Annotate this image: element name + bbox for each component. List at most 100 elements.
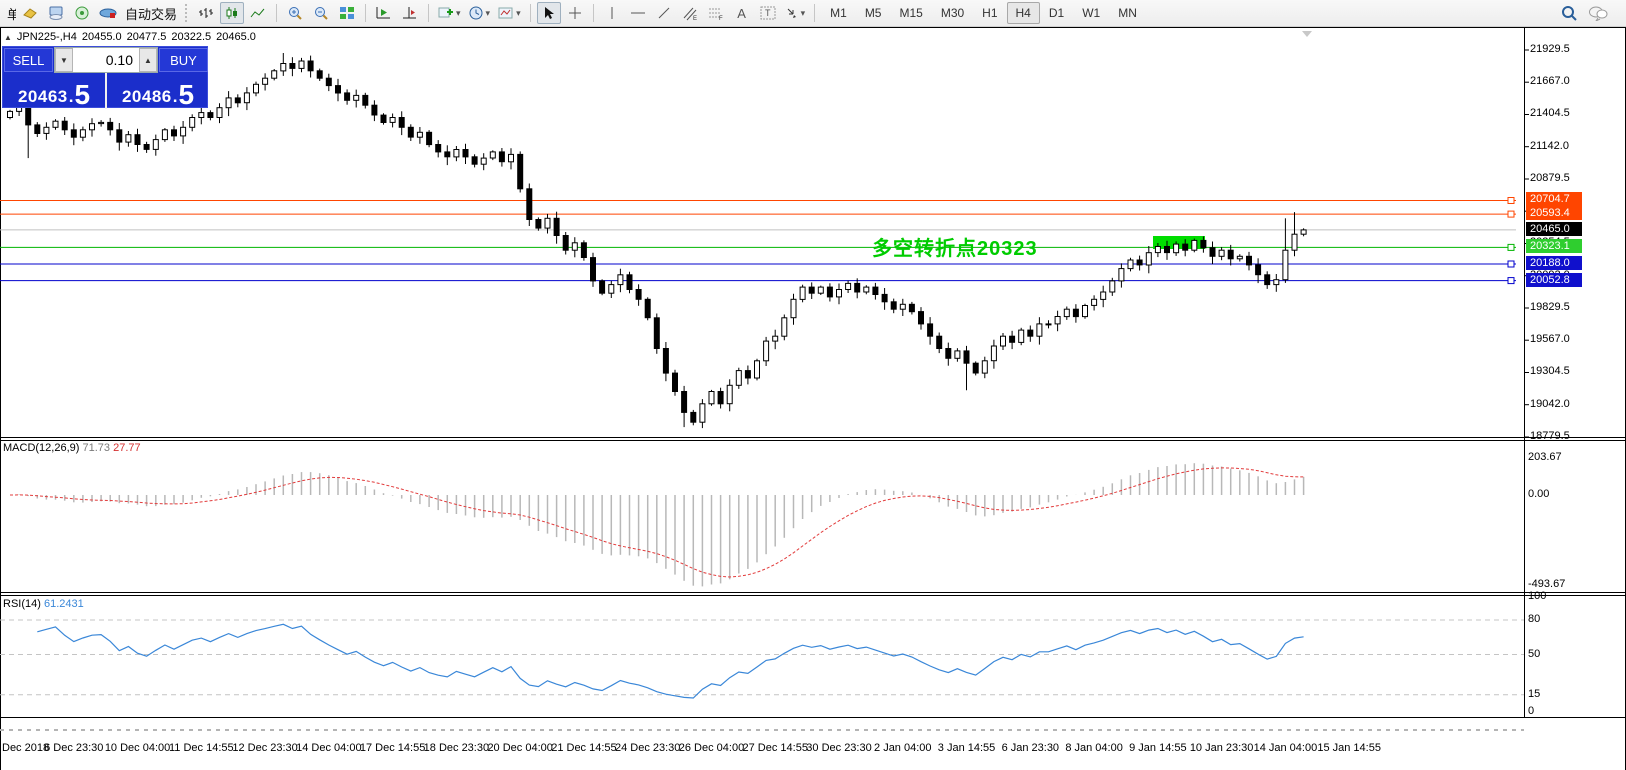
svg-text:T: T xyxy=(765,8,771,18)
chart-shift-icon[interactable] xyxy=(398,2,422,24)
text-tool-icon[interactable]: A xyxy=(737,5,746,21)
macd-axis-tick: 0.00 xyxy=(1528,488,1550,500)
timeframe-H4[interactable]: H4 xyxy=(1006,2,1040,24)
top-toolbar: 单 自动交易 xyxy=(0,0,1626,27)
time-axis-label: 10 Dec 04:00 xyxy=(104,742,171,754)
buy-price[interactable]: 20486 . 5 xyxy=(121,79,195,110)
crosshair-tool-icon[interactable] xyxy=(563,2,587,24)
channel-tool-icon[interactable]: E xyxy=(678,2,702,24)
zoom-in-icon[interactable] xyxy=(283,2,307,24)
price-axis-tick: 21929.5 xyxy=(1530,43,1570,55)
auto-scroll-icon[interactable] xyxy=(372,2,396,24)
vertical-line-tool-icon[interactable] xyxy=(600,2,624,24)
volume-increase-button[interactable]: ▲ xyxy=(139,48,157,72)
pane-separator[interactable] xyxy=(0,592,1626,593)
time-axis-label: 14 Jan 04:00 xyxy=(1253,742,1318,754)
period-icon[interactable]: ▾ xyxy=(466,2,494,24)
template-icon[interactable]: ▾ xyxy=(495,2,524,24)
pane-separator[interactable] xyxy=(0,440,1626,441)
new-order-icon[interactable]: 单 xyxy=(7,6,16,22)
time-axis-label: 18 Dec 23:30 xyxy=(423,742,490,754)
bar-chart-icon[interactable] xyxy=(194,2,218,24)
candlestick-chart-icon[interactable] xyxy=(220,2,245,24)
ohlc-high: 20477.5 xyxy=(126,31,167,43)
news-radio-icon[interactable] xyxy=(70,2,94,24)
price-axis-tick: 21667.0 xyxy=(1530,75,1570,88)
fibonacci-tool-icon[interactable]: F xyxy=(704,2,728,24)
profile-icon[interactable] xyxy=(18,2,42,24)
timeframe-M1[interactable]: M1 xyxy=(830,6,847,20)
timeframe-W1[interactable]: W1 xyxy=(1082,6,1101,20)
volume-input[interactable]: 0.10 xyxy=(73,48,139,72)
price-level-tag: 20704.7 xyxy=(1526,192,1582,207)
period-dropdown[interactable]: ▾ xyxy=(485,7,491,18)
time-axis-label: 9 Jan 14:55 xyxy=(1129,742,1187,754)
time-axis-label: 6 Jan 23:30 xyxy=(1001,742,1060,754)
sell-button[interactable]: SELL xyxy=(4,48,53,72)
time-axis-label: 11 Dec 14:55 xyxy=(168,742,234,754)
price-axis-tick: 19042.0 xyxy=(1530,397,1570,410)
ohlc-close: 20465.0 xyxy=(216,31,256,43)
time-axis-label: 8 Jan 04:00 xyxy=(1065,742,1123,754)
cursor-tool-icon[interactable] xyxy=(536,2,561,24)
one-click-trading-panel: SELL ▼ 0.10 ▲ BUY 20463 . 5 20486 . 5 xyxy=(2,46,208,110)
volume-control: ▼ 0.10 ▲ xyxy=(54,47,158,73)
terminal-icon[interactable] xyxy=(44,2,68,24)
timeframe-M30[interactable]: M30 xyxy=(940,6,965,20)
chart-annotation-text[interactable]: 多空转折点20323 xyxy=(872,238,1038,260)
price-level-tag: 20188.0 xyxy=(1526,255,1582,270)
tile-windows-icon[interactable] xyxy=(335,2,359,24)
price-level-tag: 20052.8 xyxy=(1526,272,1582,287)
price-axis-tick: 19304.5 xyxy=(1530,365,1570,378)
timeframe-M15[interactable]: M15 xyxy=(899,6,923,20)
time-axis-label: 17 Dec 14:55 xyxy=(359,742,426,754)
sell-price[interactable]: 20463 . 5 xyxy=(3,73,107,109)
add-indicator-dropdown[interactable]: ▾ xyxy=(456,7,461,18)
macd-axis-tick: -493.67 xyxy=(1528,578,1566,590)
template-dropdown[interactable]: ▾ xyxy=(516,7,521,18)
arrows-dropdown[interactable]: ▾ xyxy=(800,7,806,18)
time-axis-label: 15 Jan 14:55 xyxy=(1317,742,1381,754)
ohlc-low: 20322.5 xyxy=(171,31,212,43)
rsi-axis-tick: 0 xyxy=(1528,705,1535,717)
trendline-tool-icon[interactable] xyxy=(652,2,676,24)
timeframe-M5[interactable]: M5 xyxy=(864,6,882,20)
price-level-tag: 20465.0 xyxy=(1526,221,1582,236)
text-label-tool-icon[interactable]: T xyxy=(756,2,780,24)
pane-separator[interactable] xyxy=(0,437,1626,438)
search-icon[interactable] xyxy=(1561,5,1578,21)
time-axis-label: 26 Dec 04:00 xyxy=(678,742,745,754)
arrows-tool-icon[interactable]: ▾ xyxy=(782,2,809,24)
ohlc-open: 20455.0 xyxy=(81,31,122,43)
rsi-axis-tick: 80 xyxy=(1528,613,1541,625)
zoom-out-icon[interactable] xyxy=(309,2,333,24)
line-chart-icon[interactable] xyxy=(246,2,270,24)
horizontal-scrollbar[interactable] xyxy=(0,729,1524,731)
timeframe-D1[interactable]: D1 xyxy=(1048,6,1065,20)
rsi-label: RSI(14) 61.2431 xyxy=(3,598,84,610)
autotrading-button[interactable]: 自动交易 xyxy=(125,6,178,22)
time-axis-label: 21 Dec 14:55 xyxy=(551,742,617,754)
price-axis-tick: 19829.5 xyxy=(1530,300,1570,313)
macd-axis-tick: 203.67 xyxy=(1528,451,1562,463)
price-axis-tick: 18779.5 xyxy=(1530,429,1570,442)
time-axis-label: 27 Dec 14:55 xyxy=(742,742,808,754)
timeframe-MN[interactable]: MN xyxy=(1118,6,1137,20)
chat-icon[interactable] xyxy=(1588,5,1608,21)
pane-separator[interactable] xyxy=(0,595,1626,596)
timeframe-H1[interactable]: H1 xyxy=(982,6,998,20)
horizontal-line-tool-icon[interactable] xyxy=(626,2,650,24)
add-indicator-icon[interactable]: ▾ xyxy=(435,2,464,24)
buy-button[interactable]: BUY xyxy=(159,48,208,72)
rsi-axis-tick: 100 xyxy=(1528,590,1547,602)
price-level-tag: 20593.4 xyxy=(1526,206,1582,221)
price-axis-tick: 21404.5 xyxy=(1530,107,1570,120)
volume-decrease-button[interactable]: ▼ xyxy=(55,48,73,72)
time-axis-label: 6 Dec 23:30 xyxy=(44,742,104,754)
autotrading-icon[interactable] xyxy=(96,2,120,24)
timeframe-group: M1 M5 M15 M30 H1 H4 D1 W1 MN xyxy=(821,2,1146,24)
rsi-axis-tick: 50 xyxy=(1528,647,1541,660)
price-axis-tick: 19567.0 xyxy=(1530,333,1570,346)
